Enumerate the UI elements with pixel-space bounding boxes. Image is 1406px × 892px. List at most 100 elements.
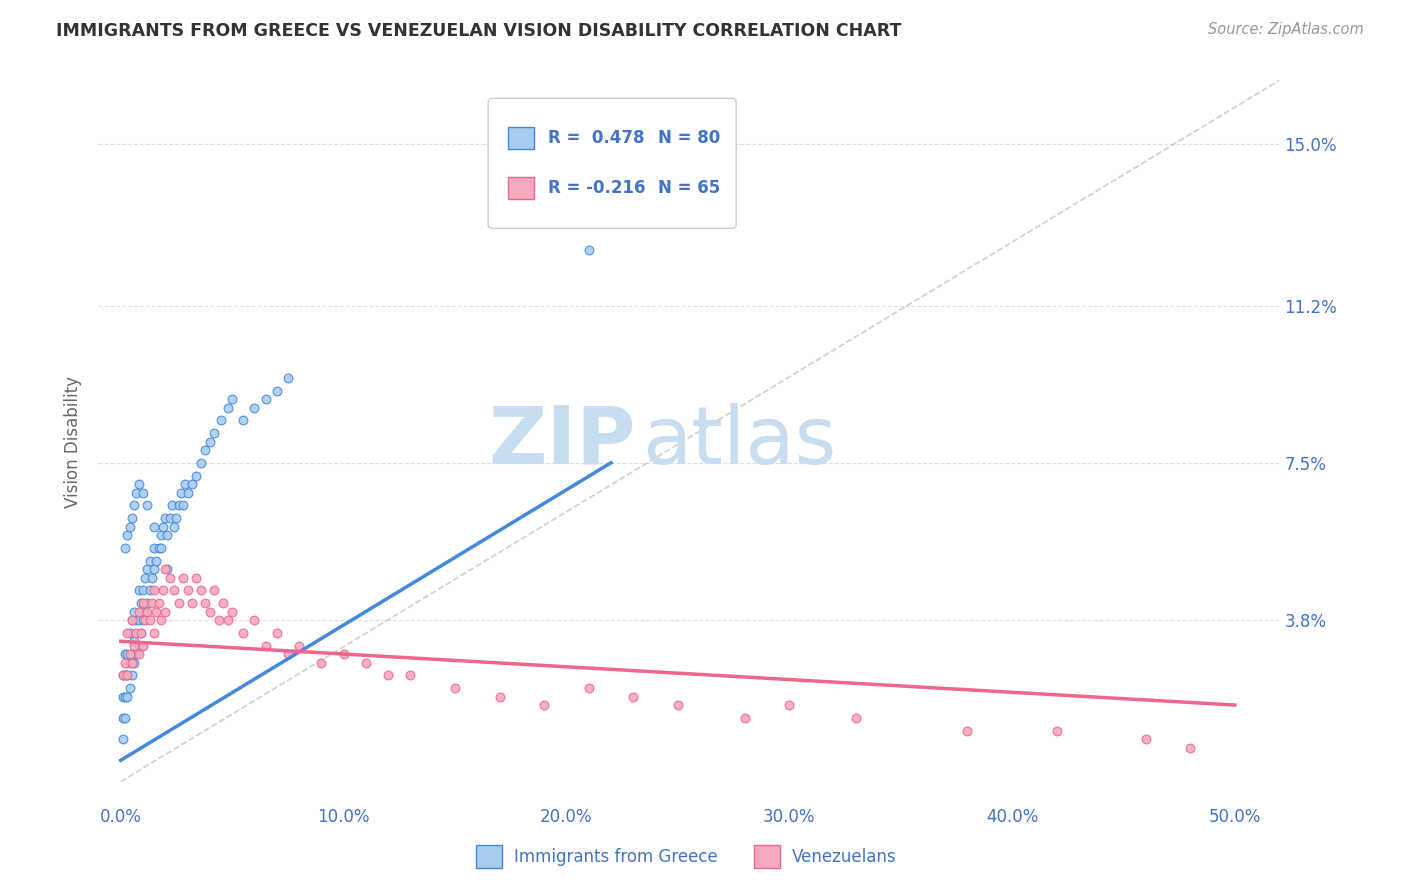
Text: N = 80: N = 80 [658,128,720,147]
Point [121,668,143,682]
Point [149,541,172,555]
Point [121,511,143,525]
Point [132,596,155,610]
Point [377,668,399,682]
Point [125,613,148,627]
Point [138,553,160,567]
Point [128,605,150,619]
Point [232,413,254,427]
Point [121,613,143,627]
Point [190,456,212,470]
Point [176,583,198,598]
Point [129,625,152,640]
Point [122,498,145,512]
Point [163,519,186,533]
Point [117,668,139,682]
Text: R = -0.216: R = -0.216 [548,179,645,197]
Point [128,583,150,598]
Point [121,647,143,661]
Point [266,625,288,640]
Point [309,656,332,670]
Point [132,639,155,653]
Point [181,596,204,610]
Point [221,605,243,619]
Point [136,498,159,512]
Point [167,596,190,610]
Point [217,613,239,627]
FancyBboxPatch shape [508,127,534,149]
Point [1135,732,1157,747]
Point [122,634,145,648]
Point [117,647,139,661]
Point [111,668,134,682]
Point [190,583,212,598]
Point [159,511,181,525]
Point [354,656,377,670]
Point [578,681,600,695]
Point [202,425,225,440]
Point [198,605,221,619]
Point [128,613,150,627]
Point [138,613,160,627]
Point [122,656,145,670]
Point [132,613,155,627]
Point [117,690,139,704]
Point [172,498,194,512]
Point [111,732,134,747]
Point [155,562,177,576]
Point [143,625,166,640]
Point [145,553,167,567]
Point [399,668,422,682]
Point [134,605,156,619]
Point [125,625,148,640]
Text: Venezuelans: Venezuelans [792,848,896,866]
Point [444,681,467,695]
Point [145,605,167,619]
Point [621,690,644,704]
Point [141,570,163,584]
Text: ZIP: ZIP [488,402,636,481]
Point [181,477,204,491]
Point [232,625,254,640]
Point [141,596,163,610]
Point [243,613,266,627]
Point [114,541,136,555]
Point [132,583,155,598]
Point [149,528,172,542]
Point [148,596,170,610]
Point [156,562,179,576]
Point [122,639,145,653]
Point [163,583,186,598]
Point [956,723,979,738]
Point [114,656,136,670]
Point [155,511,177,525]
Point [254,639,277,653]
Point [128,477,150,491]
Point [578,244,600,258]
Point [208,613,231,627]
Point [122,605,145,619]
Point [114,647,136,661]
Point [194,443,217,458]
Point [174,477,197,491]
Point [266,384,288,398]
Point [136,605,159,619]
Point [129,596,152,610]
Point [138,583,160,598]
Point [186,468,208,483]
Point [254,392,277,406]
FancyBboxPatch shape [488,98,737,228]
Point [117,528,139,542]
Point [118,647,141,661]
Point [172,570,194,584]
Point [277,647,299,661]
Point [111,690,134,704]
Point [243,401,266,415]
Point [143,519,166,533]
Point [176,485,198,500]
FancyBboxPatch shape [754,846,780,868]
Point [198,434,221,449]
Point [148,541,170,555]
Point [143,541,166,555]
Point [136,562,159,576]
